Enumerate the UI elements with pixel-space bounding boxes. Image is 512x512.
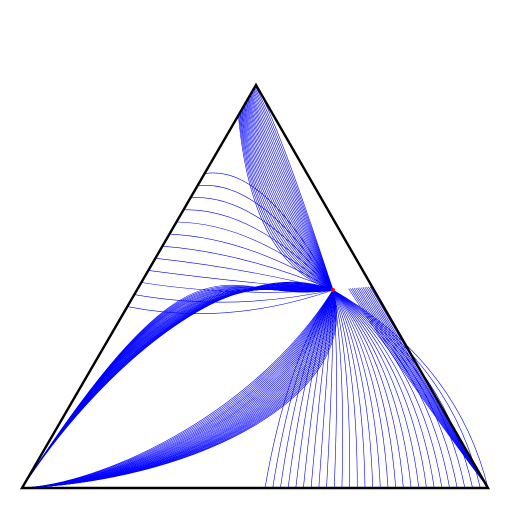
trajectory <box>332 289 427 489</box>
trajectory <box>287 289 334 489</box>
trajectory <box>272 289 334 489</box>
trajectory <box>245 102 334 291</box>
equilibrium-point <box>331 288 335 292</box>
trajectory <box>332 289 489 489</box>
trajectory <box>350 288 489 489</box>
trajectory <box>332 289 389 489</box>
trajectory <box>332 289 366 489</box>
trajectory <box>252 90 334 291</box>
trajectory <box>332 289 396 489</box>
trajectory <box>155 258 334 291</box>
trajectory <box>355 287 489 489</box>
trajectory <box>250 93 334 291</box>
trajectory <box>247 98 334 291</box>
trajectory <box>348 288 489 489</box>
trajectory <box>332 289 466 489</box>
trajectory <box>148 270 334 291</box>
trajectory <box>360 287 489 489</box>
trajectory <box>244 105 334 291</box>
trajectory <box>280 289 334 489</box>
trajectory <box>169 233 334 291</box>
trajectory <box>332 289 351 489</box>
trajectory <box>332 289 358 489</box>
trajectory <box>318 289 334 489</box>
trajectory <box>246 101 334 291</box>
trajectory <box>127 289 334 314</box>
trajectory <box>251 92 334 291</box>
trajectory <box>249 96 334 291</box>
trajectory <box>332 289 420 489</box>
trajectory <box>332 289 381 489</box>
trajectory <box>332 289 412 489</box>
trajectory <box>332 289 443 489</box>
trajectory <box>332 289 404 489</box>
trajectory <box>357 287 489 489</box>
trajectory <box>21 289 334 489</box>
trajectory <box>242 107 334 291</box>
trajectory <box>353 287 489 489</box>
trajectory <box>162 245 334 291</box>
trajectory <box>176 221 334 291</box>
trajectory <box>244 103 334 291</box>
simplex-triangle <box>19 82 491 490</box>
trajectory <box>247 99 334 291</box>
trajectory <box>362 287 489 489</box>
trajectory <box>332 289 435 489</box>
trajectory <box>254 87 334 291</box>
trajectory <box>332 289 343 489</box>
trajectory <box>141 282 334 293</box>
trajectory <box>332 289 373 489</box>
trajectory <box>303 289 334 489</box>
trajectory <box>264 289 334 489</box>
trajectory <box>295 289 334 489</box>
trajectory <box>204 172 334 291</box>
trajectories <box>21 84 489 489</box>
trajectory <box>240 110 334 291</box>
trajectory <box>190 197 334 291</box>
trajectory <box>310 289 334 489</box>
trajectory <box>326 289 334 489</box>
trajectory <box>238 115 334 291</box>
trajectory <box>255 85 334 291</box>
trajectory <box>134 289 334 303</box>
trajectory <box>197 185 334 291</box>
trajectory <box>183 209 334 291</box>
trajectory <box>240 111 334 291</box>
trajectory <box>249 95 334 291</box>
trajectory <box>253 89 334 291</box>
trajectory <box>251 91 334 291</box>
trajectory <box>238 114 334 291</box>
trajectory <box>253 88 334 291</box>
trajectory <box>351 288 489 489</box>
trajectory <box>21 284 334 489</box>
trajectory <box>332 289 337 489</box>
